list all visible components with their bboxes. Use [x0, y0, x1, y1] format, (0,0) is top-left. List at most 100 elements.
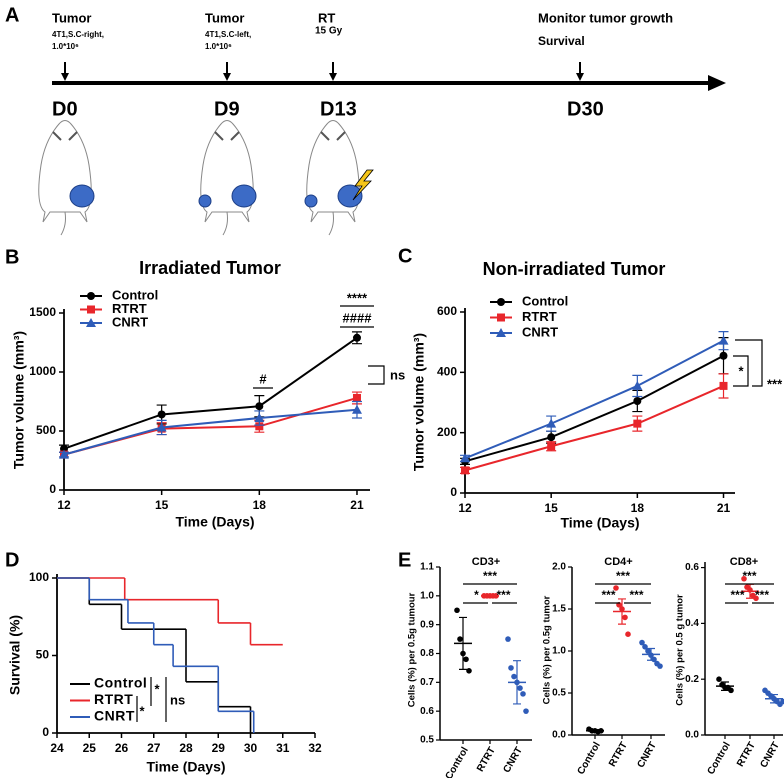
y-tick-label: 1000 — [29, 364, 56, 378]
data-point — [511, 673, 517, 680]
y-tick-label: 0.4 — [685, 618, 699, 629]
y-tick-label: 0.7 — [420, 677, 434, 688]
x-tick-label: RTRT — [735, 740, 758, 769]
annotation: **** — [347, 290, 368, 305]
x-tick-label: CNRT — [501, 745, 524, 775]
marker — [87, 305, 95, 314]
series-line — [63, 336, 358, 450]
annotation-bracket — [733, 355, 749, 387]
annotation: *** — [616, 569, 630, 583]
data-point — [642, 644, 648, 650]
marker — [497, 298, 505, 306]
marker — [460, 453, 470, 463]
mouse-illustration — [198, 120, 257, 236]
event-title: Monitor tumor growth — [538, 10, 673, 25]
legend-label: Control — [522, 293, 568, 308]
marker — [255, 422, 264, 431]
y-tick-label: 0.5 — [552, 688, 566, 699]
annotation: *** — [496, 588, 510, 602]
x-tick-label: 12 — [458, 501, 472, 515]
x-tick-label: Control — [576, 740, 603, 776]
data-point — [613, 585, 619, 591]
event-arrowhead — [61, 73, 69, 81]
chart-title: CD8+ — [730, 556, 758, 568]
x-tick-label: 18 — [253, 498, 267, 512]
x-tick-label: 32 — [308, 741, 322, 755]
event-detail: 4T1,S.C-right, — [52, 30, 104, 39]
x-tick-label: 12 — [57, 498, 71, 512]
x-axis-label: Time (Days) — [175, 514, 254, 530]
data-point — [728, 687, 734, 694]
legend-label: CNRT — [94, 708, 135, 724]
data-point — [505, 636, 511, 642]
y-tick-label: 1500 — [29, 305, 56, 319]
x-tick-label: Control — [706, 740, 733, 776]
lightning — [352, 169, 374, 201]
y-axis-label: Tumor volume (mm³) — [411, 333, 427, 471]
chart-title: CD3+ — [472, 556, 500, 568]
marker — [87, 292, 95, 300]
data-point — [520, 691, 526, 697]
marker — [718, 335, 729, 345]
data-point — [466, 668, 472, 674]
data-point — [657, 663, 663, 669]
data-point — [454, 607, 460, 614]
event-title: Tumor — [52, 10, 91, 25]
marker — [497, 313, 505, 322]
annotation: #### — [343, 310, 373, 325]
y-tick-label: 600 — [437, 304, 457, 318]
timeline-arrowhead — [708, 75, 726, 91]
y-axis-label: Cells (%) per 0.5g tumour — [407, 592, 418, 707]
series-line — [464, 354, 724, 463]
y-axis-label: Tumor volume (mm³) — [11, 331, 27, 469]
marker — [255, 402, 264, 411]
data-point — [741, 575, 747, 582]
x-tick-label: 28 — [179, 741, 193, 755]
marker — [547, 442, 556, 451]
event-arrowhead — [576, 73, 584, 81]
event-detail: 1.0*10⁶ — [205, 42, 232, 51]
legend-label: RTRT — [94, 691, 133, 707]
marker — [254, 413, 265, 423]
y-tick-label: 0 — [42, 725, 49, 739]
annotation: * — [154, 681, 160, 696]
chart-title: Non-irradiated Tumor — [483, 259, 666, 279]
x-tick-label: 26 — [115, 741, 129, 755]
y-tick-label: 200 — [437, 425, 457, 439]
annotation: * — [474, 588, 479, 602]
mouse-tail — [60, 211, 66, 236]
marker — [86, 318, 96, 327]
mouse-tail — [328, 211, 334, 236]
annotation: *** — [483, 569, 497, 583]
x-axis-label: Time (Days) — [560, 515, 639, 531]
x-tick-label: 21 — [717, 501, 731, 515]
annotation: *** — [755, 588, 769, 602]
data-point — [463, 656, 469, 663]
x-tick-label: Control — [444, 745, 471, 778]
mouse-illustration — [38, 120, 95, 236]
annotation: * — [738, 363, 744, 378]
y-axis-label: Cells (%) per 0.5g tumor — [542, 595, 553, 704]
legend-label: CNRT — [522, 324, 558, 339]
data-point — [457, 636, 463, 642]
event-day: D9 — [214, 98, 240, 120]
x-axis-label: Time (Days) — [146, 759, 225, 775]
event-title: RT — [318, 10, 335, 25]
panel-label: B — [5, 246, 19, 268]
mouse-ears — [52, 131, 78, 141]
y-tick-label: 0.2 — [685, 674, 699, 685]
marker — [157, 410, 166, 419]
x-tick-label: 29 — [212, 741, 226, 755]
y-tick-label: 0.0 — [552, 730, 566, 741]
tumor — [198, 194, 212, 208]
y-tick-label: 400 — [437, 365, 457, 379]
event-day: D0 — [52, 98, 78, 120]
series-line — [464, 339, 724, 460]
event-detail: 15 Gy — [315, 26, 343, 37]
mouse-illustration — [304, 120, 374, 236]
data-point — [716, 676, 722, 682]
marker — [461, 466, 469, 475]
x-tick-label: 27 — [147, 741, 161, 755]
x-tick-label: 15 — [155, 498, 169, 512]
